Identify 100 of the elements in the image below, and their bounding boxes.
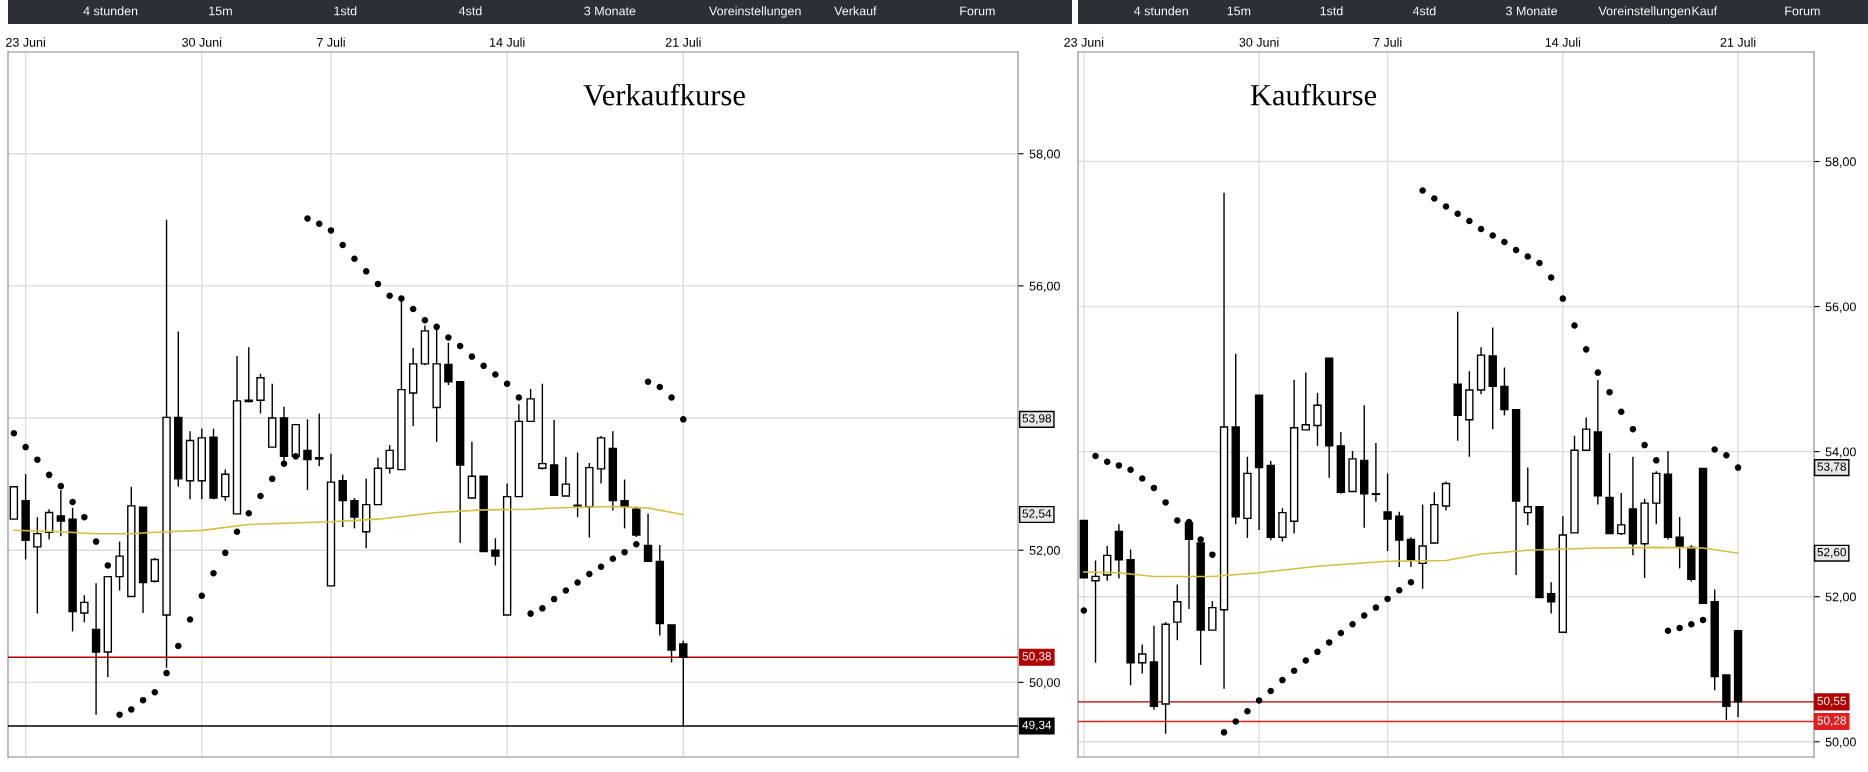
candlestick bbox=[526, 388, 535, 423]
point bbox=[1617, 408, 1625, 416]
point bbox=[45, 471, 53, 479]
candlestick bbox=[1103, 545, 1112, 582]
point bbox=[1512, 246, 1520, 254]
point bbox=[1384, 595, 1391, 603]
point bbox=[421, 317, 429, 324]
point bbox=[1653, 457, 1660, 464]
point bbox=[175, 642, 182, 650]
ref-line-label: 49,34 bbox=[1022, 720, 1052, 731]
point bbox=[1489, 232, 1496, 239]
candlestick bbox=[350, 497, 359, 530]
line-series bbox=[1083, 546, 1739, 578]
text: Kaufkurse bbox=[1250, 83, 1377, 106]
candlestick bbox=[620, 478, 629, 530]
point bbox=[492, 371, 499, 378]
point bbox=[680, 416, 687, 423]
candlestick bbox=[1395, 511, 1404, 568]
candlestick bbox=[1675, 516, 1684, 570]
point bbox=[1711, 446, 1718, 453]
x-tick-label: 21 Juli bbox=[665, 37, 701, 47]
text: Forum bbox=[960, 6, 995, 16]
point bbox=[1080, 607, 1088, 614]
point bbox=[374, 280, 382, 288]
point bbox=[1255, 697, 1263, 704]
annotation: 52,60 bbox=[1817, 548, 1847, 558]
point bbox=[656, 383, 664, 391]
point bbox=[362, 268, 370, 275]
candlestick bbox=[221, 468, 230, 502]
text: Verkauf bbox=[834, 6, 877, 16]
point bbox=[1524, 253, 1532, 260]
point bbox=[245, 509, 253, 517]
point bbox=[139, 696, 147, 704]
point bbox=[586, 570, 593, 578]
candlestick bbox=[467, 441, 477, 499]
x-tick-label: 7 Juli bbox=[1373, 37, 1402, 47]
point bbox=[1629, 425, 1637, 433]
y-tick-label: 52,00 bbox=[1825, 592, 1856, 603]
text: Kauf bbox=[1692, 6, 1718, 16]
candlestick bbox=[1383, 472, 1392, 552]
point bbox=[1162, 499, 1169, 506]
text: 1std bbox=[334, 6, 357, 16]
ref-line-label: 50,38 bbox=[1022, 652, 1052, 662]
x-tick-label: 14 Juli bbox=[1545, 37, 1581, 47]
point bbox=[668, 394, 675, 401]
text: Forum bbox=[1785, 6, 1820, 16]
point bbox=[1372, 604, 1380, 611]
point bbox=[1582, 346, 1590, 353]
candlestick bbox=[338, 474, 347, 528]
candlestick bbox=[561, 456, 571, 497]
candlestick bbox=[643, 513, 653, 563]
point bbox=[1092, 452, 1099, 460]
ref-line-label: 50,28 bbox=[1817, 716, 1846, 727]
point bbox=[1594, 369, 1602, 376]
text: Voreinstellungen bbox=[709, 6, 801, 18]
point bbox=[1244, 708, 1251, 715]
candlestick bbox=[1208, 600, 1217, 631]
candlestick bbox=[1138, 643, 1147, 675]
y-tick-label: 56,00 bbox=[1029, 281, 1060, 293]
candlestick bbox=[315, 412, 324, 467]
point bbox=[222, 549, 229, 557]
point bbox=[1302, 657, 1310, 664]
point bbox=[1220, 729, 1228, 736]
candlestick bbox=[1546, 581, 1556, 615]
point bbox=[10, 429, 18, 437]
text: Voreinstellungen bbox=[1598, 6, 1691, 18]
point bbox=[1314, 648, 1321, 656]
candlestick bbox=[538, 382, 547, 471]
candlestick bbox=[1581, 416, 1591, 451]
x-tick-label: 30 Juni bbox=[1239, 37, 1279, 47]
candlestick bbox=[115, 540, 124, 592]
point bbox=[1419, 187, 1426, 194]
point bbox=[1536, 259, 1543, 267]
point bbox=[515, 394, 523, 401]
point bbox=[1325, 639, 1333, 646]
point bbox=[633, 540, 640, 548]
point bbox=[1466, 217, 1473, 225]
point bbox=[503, 380, 511, 387]
point bbox=[539, 605, 546, 612]
point bbox=[268, 475, 276, 483]
point bbox=[1641, 441, 1648, 449]
point bbox=[1139, 475, 1146, 482]
candlestick bbox=[80, 594, 89, 623]
candlestick bbox=[1301, 371, 1311, 431]
point bbox=[1442, 203, 1450, 210]
point bbox=[409, 305, 417, 313]
point bbox=[57, 482, 65, 490]
candlestick bbox=[303, 418, 312, 491]
point bbox=[233, 528, 241, 535]
point bbox=[1688, 621, 1695, 628]
point bbox=[1571, 322, 1578, 329]
point bbox=[445, 334, 452, 341]
y-tick-label: 52,00 bbox=[1029, 545, 1060, 557]
candlestick bbox=[385, 444, 394, 475]
candlestick bbox=[1441, 480, 1451, 512]
point bbox=[1407, 578, 1415, 586]
point bbox=[527, 610, 534, 617]
point bbox=[597, 563, 605, 570]
point bbox=[81, 513, 88, 521]
point bbox=[22, 443, 29, 451]
